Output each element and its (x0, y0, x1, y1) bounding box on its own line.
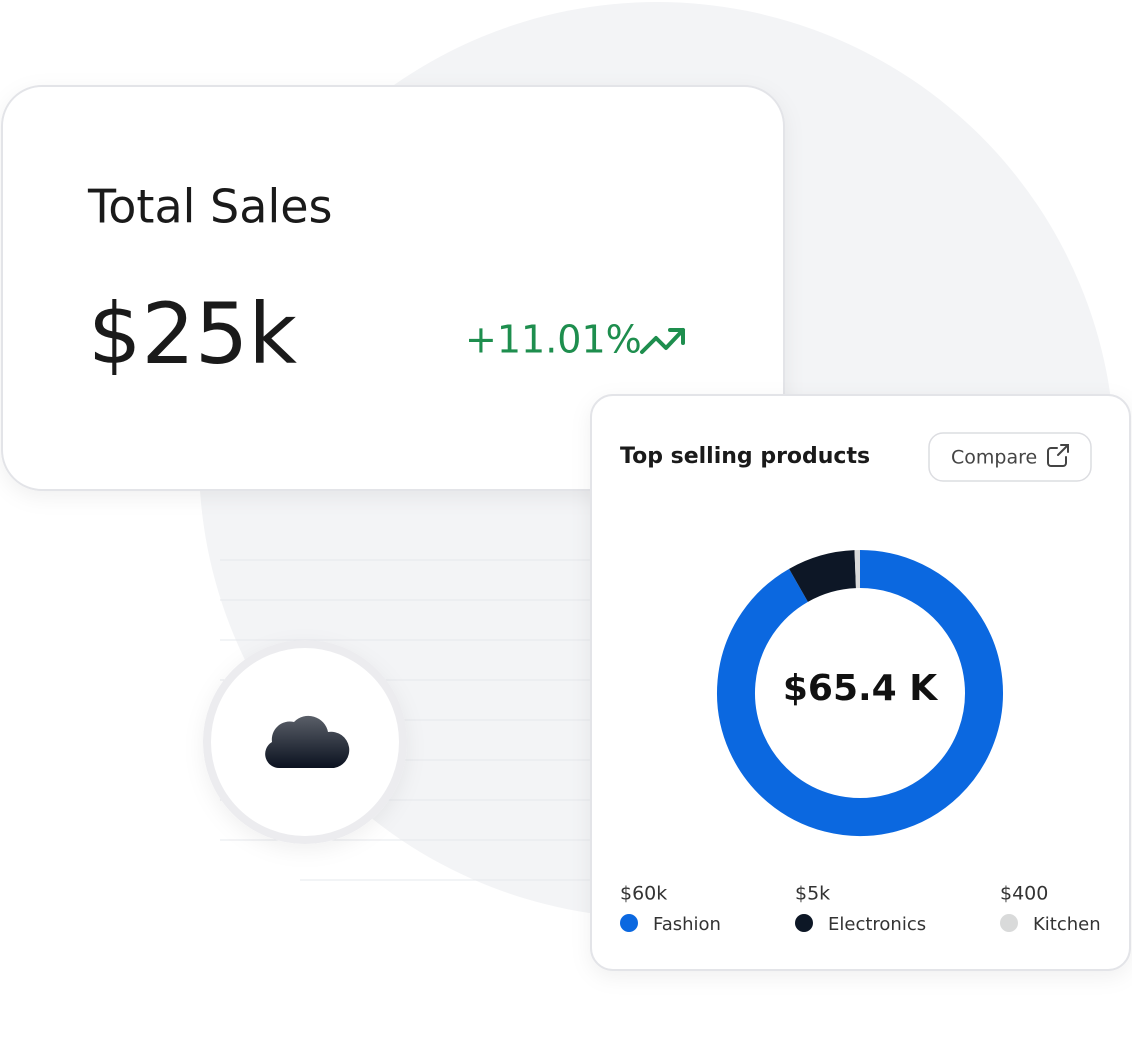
sales-change: +11.01% (465, 318, 642, 362)
legend-value: $400 (1000, 883, 1048, 905)
legend-label: Fashion (653, 914, 721, 935)
compare-button[interactable] (928, 432, 1092, 482)
legend-value: $60k (620, 883, 667, 905)
external-icon (1047, 444, 1069, 467)
donut-chart (717, 550, 1003, 836)
legend-dot (1000, 914, 1018, 932)
grid-pattern (220, 559, 590, 881)
sales-value: $25k (88, 285, 297, 383)
legend-label: Electronics (828, 914, 926, 935)
donut-segment (789, 550, 857, 603)
sales-title: Total Sales (87, 180, 333, 234)
legend-label: Kitchen (1033, 914, 1101, 935)
products-card (590, 394, 1131, 971)
legend-value: $5k (795, 883, 830, 905)
compare-label[interactable]: Compare (951, 447, 1037, 469)
trend-icon (640, 328, 685, 354)
donut-segment (717, 550, 1003, 836)
cloud-icon (265, 715, 350, 769)
legend-dot (795, 914, 813, 932)
donut-center-label: $65.4 K (783, 668, 938, 709)
sales-card (1, 85, 785, 491)
legend-dot (620, 914, 638, 932)
legend: $60k Fashion $5k Electronics $400 Kitchen (620, 883, 1101, 935)
products-title: Top selling products (620, 444, 870, 469)
